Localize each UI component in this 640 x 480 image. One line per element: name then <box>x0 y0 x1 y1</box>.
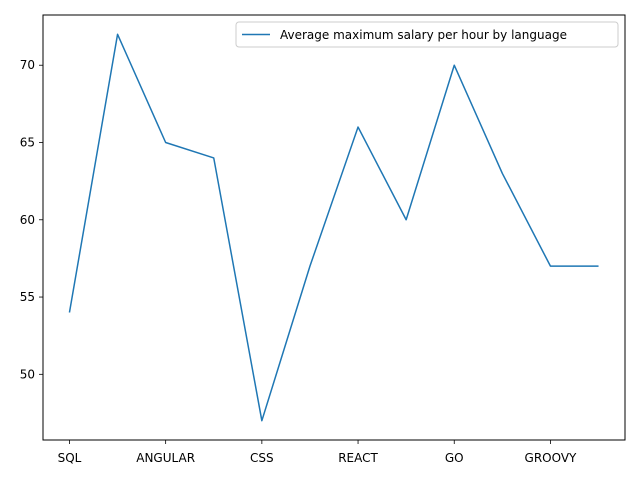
x-tick-label: SQL <box>58 451 82 465</box>
y-tick-label: 50 <box>20 367 35 381</box>
y-tick-label: 65 <box>20 136 35 150</box>
plot-area <box>68 33 599 422</box>
x-tick-label: GROOVY <box>525 451 578 465</box>
legend-box <box>235 21 619 48</box>
legend: Average maximum salary per hour by langu… <box>235 21 619 48</box>
y-axis: 50 55 60 65 70 <box>20 58 43 381</box>
x-tick-label: CSS <box>250 451 274 465</box>
y-tick-label: 70 <box>20 58 35 72</box>
y-tick-label: 60 <box>20 213 35 227</box>
series-line-0 <box>68 33 599 422</box>
x-axis: SQL ANGULAR CSS REACT GO GROOVY <box>58 440 577 465</box>
legend-label: Average maximum salary per hour by langu… <box>280 28 567 42</box>
y-tick-label: 55 <box>20 290 35 304</box>
axes-frame <box>42 14 626 441</box>
x-tick-label: ANGULAR <box>136 451 195 465</box>
x-tick-label: REACT <box>338 451 378 465</box>
x-tick-label: GO <box>445 451 464 465</box>
